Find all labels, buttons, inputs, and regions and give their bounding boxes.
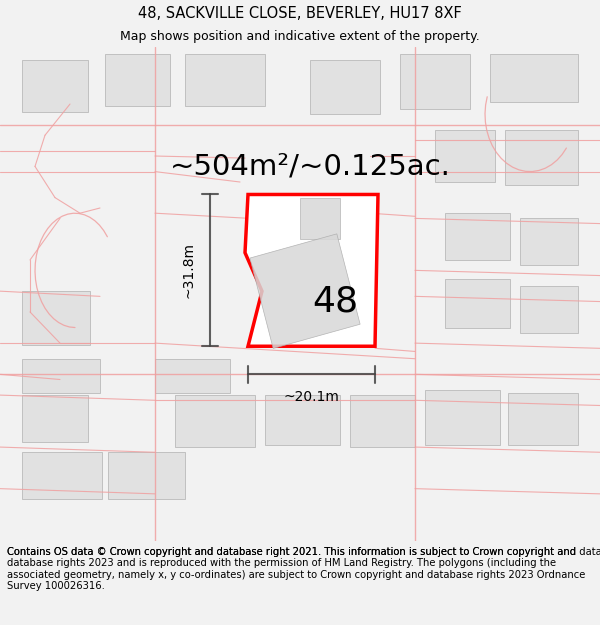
Polygon shape (250, 234, 360, 349)
Text: Contains OS data © Crown copyright and database right 2021. This information is : Contains OS data © Crown copyright and d… (7, 546, 600, 556)
Polygon shape (310, 61, 380, 114)
Text: Map shows position and indicative extent of the property.: Map shows position and indicative extent… (120, 30, 480, 43)
Polygon shape (508, 393, 578, 445)
Polygon shape (265, 395, 340, 445)
Text: 48: 48 (312, 284, 358, 319)
Text: ~20.1m: ~20.1m (284, 390, 340, 404)
Text: ~31.8m: ~31.8m (181, 242, 195, 298)
Polygon shape (520, 218, 578, 265)
Polygon shape (185, 54, 265, 106)
Polygon shape (105, 54, 170, 106)
Polygon shape (245, 194, 378, 346)
Polygon shape (445, 213, 510, 260)
Polygon shape (108, 452, 185, 499)
Polygon shape (490, 54, 578, 102)
Text: 48, SACKVILLE CLOSE, BEVERLEY, HU17 8XF: 48, SACKVILLE CLOSE, BEVERLEY, HU17 8XF (138, 6, 462, 21)
Text: Contains OS data © Crown copyright and database right 2021. This information is : Contains OS data © Crown copyright and d… (7, 546, 586, 591)
Polygon shape (520, 286, 578, 332)
Polygon shape (22, 359, 100, 393)
Polygon shape (445, 279, 510, 328)
Polygon shape (400, 54, 470, 109)
Polygon shape (300, 198, 340, 239)
Polygon shape (435, 130, 495, 182)
Polygon shape (22, 395, 88, 442)
Polygon shape (505, 130, 578, 185)
Polygon shape (22, 452, 102, 499)
Polygon shape (425, 390, 500, 445)
Polygon shape (22, 61, 88, 112)
Polygon shape (175, 395, 255, 447)
Text: ~504m²/~0.125ac.: ~504m²/~0.125ac. (170, 152, 451, 181)
Polygon shape (350, 395, 415, 447)
Polygon shape (155, 359, 230, 393)
Polygon shape (22, 291, 90, 345)
